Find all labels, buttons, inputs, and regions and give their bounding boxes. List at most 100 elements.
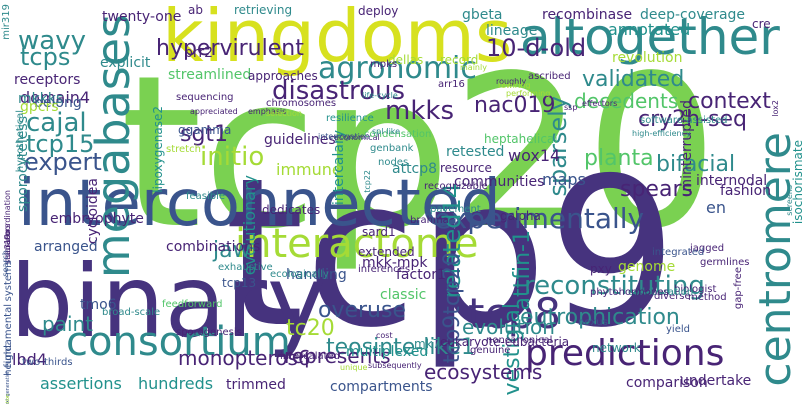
cloud-word: diverse <box>654 291 691 302</box>
cloud-word: receptors <box>14 72 81 88</box>
cloud-word: sporocyteless <box>15 116 31 212</box>
cloud-word: handling <box>286 267 347 283</box>
cloud-word: inferences <box>358 264 411 275</box>
cloud-word: mpks <box>370 59 398 70</box>
cloud-word: eutrophication <box>520 305 680 330</box>
cloud-word: spl-like <box>372 127 401 136</box>
cloud-word: noncanonical <box>486 335 553 346</box>
cloud-word: pxy <box>590 262 612 276</box>
cloud-word: genuine <box>470 345 511 356</box>
cloud-word: ggamma <box>178 123 232 137</box>
cloud-word: consortium <box>66 319 291 365</box>
cloud-word: planta <box>584 146 654 171</box>
cloud-word: ecologically <box>270 269 329 280</box>
cloud-word: explicit <box>100 55 151 71</box>
cloud-word: tcp22 <box>363 170 372 193</box>
cloud-word: ab <box>188 3 203 17</box>
cloud-word: assertions <box>40 374 122 393</box>
cloud-word: revolution <box>612 50 683 66</box>
cloud-word: mkk-mpk <box>362 255 428 271</box>
cloud-word: monopteros6 <box>178 346 311 370</box>
cloud-word: cost <box>376 331 393 340</box>
cloud-word: mainly <box>460 63 487 72</box>
cloud-word: tcp15 <box>26 130 95 158</box>
cloud-word: gbeta <box>462 7 503 23</box>
cloud-word: reconstituting <box>524 271 705 301</box>
cloud-word: emphasis <box>248 107 287 116</box>
cloud-word: sard1 <box>362 225 396 239</box>
cloud-word: nexus <box>578 317 608 328</box>
cloud-word: kingdoms <box>162 0 513 78</box>
cloud-word: resilience <box>326 113 374 124</box>
cloud-word: fashion <box>720 183 772 199</box>
cloud-word: hundreds <box>138 374 214 393</box>
cloud-word: annotated <box>608 20 691 39</box>
cloud-word: attcp8 <box>392 161 438 177</box>
cloud-word: maps <box>542 170 586 189</box>
cloud-word: validated <box>582 67 685 92</box>
cloud-word: intercalated <box>280 351 341 362</box>
cloud-word: sporogenesis <box>176 327 242 338</box>
cloud-word: condensation <box>364 129 432 140</box>
cloud-word: feedforward <box>162 299 223 310</box>
cloud-word: recombinase <box>542 7 633 23</box>
cloud-word: classic <box>380 287 427 303</box>
cloud-word: communities <box>454 174 545 190</box>
cloud-word: economical <box>334 133 380 142</box>
cloud-word: ascribed <box>528 71 571 82</box>
cloud-word: mir319 <box>1 4 12 40</box>
cloud-word: ssp <box>564 103 578 112</box>
cloud-word: compartments <box>330 379 433 395</box>
cloud-word: lipoxygenase2 <box>151 106 165 193</box>
cloud-word: lbd4 <box>12 350 47 369</box>
cloud-word: phytohormones <box>590 287 669 298</box>
cloud-word: genome <box>618 259 676 275</box>
cloud-word: cajal <box>26 108 87 138</box>
cloud-word: tcp8 <box>468 289 561 338</box>
cloud-word: extended <box>358 245 415 259</box>
cloud-word: retrieving <box>234 3 293 17</box>
cloud-word: feasible <box>186 191 226 202</box>
cloud-word: nodes <box>378 157 409 168</box>
cloud-word: overuse <box>318 298 406 323</box>
cloud-word: guidelines <box>264 132 336 148</box>
cloud-word: deploy <box>358 4 399 18</box>
cloud-word: high-efficiency <box>632 129 691 138</box>
cloud-word: record <box>440 53 479 67</box>
cloud-word: evolution <box>462 315 555 339</box>
cloud-word: paint <box>42 312 94 336</box>
cloud-word: dellas <box>388 53 424 67</box>
cloud-word: mkks <box>385 96 454 126</box>
cloud-word: network <box>592 341 641 355</box>
cloud-word: disastrous <box>272 76 405 106</box>
cloud-word: domain4 <box>20 88 91 107</box>
cloud-word: teosinte-like1 <box>326 335 475 360</box>
cloud-word: rewiring <box>498 81 531 90</box>
cloud-word: belong <box>34 95 82 111</box>
cloud-word: predictions <box>525 333 725 374</box>
cloud-word: approaches <box>248 69 318 83</box>
cloud-word: ecosystems <box>424 360 543 384</box>
cloud-word: biologist <box>674 284 717 295</box>
cloud-word: software-assisted <box>640 115 728 126</box>
cloud-word: screens <box>785 185 794 216</box>
cloud-word: retested <box>446 144 505 160</box>
cloud-word: application <box>5 394 11 404</box>
cloud-word: interrogation <box>318 132 370 141</box>
cloud-word: hypervirulent <box>156 36 304 61</box>
cloud-word: interconnected <box>18 167 501 241</box>
cloud-word: exhaustive <box>218 262 273 273</box>
cloud-word: binary <box>10 243 327 360</box>
cloud-word: evolutionary <box>240 175 259 276</box>
cloud-word: wavy <box>18 26 86 56</box>
cloud-word: expert <box>24 148 102 176</box>
cloud-word: two-thirds <box>22 357 73 368</box>
cloud-word: collaboration <box>628 287 694 298</box>
cloud-word: immune <box>276 160 342 179</box>
cloud-word: integrated <box>652 247 705 258</box>
cloud-word: interactome <box>235 221 479 267</box>
cloud-word: multiplexed <box>346 344 429 360</box>
cloud-word: broad-scale <box>102 307 161 318</box>
cloud-word: pavement <box>430 204 481 215</box>
